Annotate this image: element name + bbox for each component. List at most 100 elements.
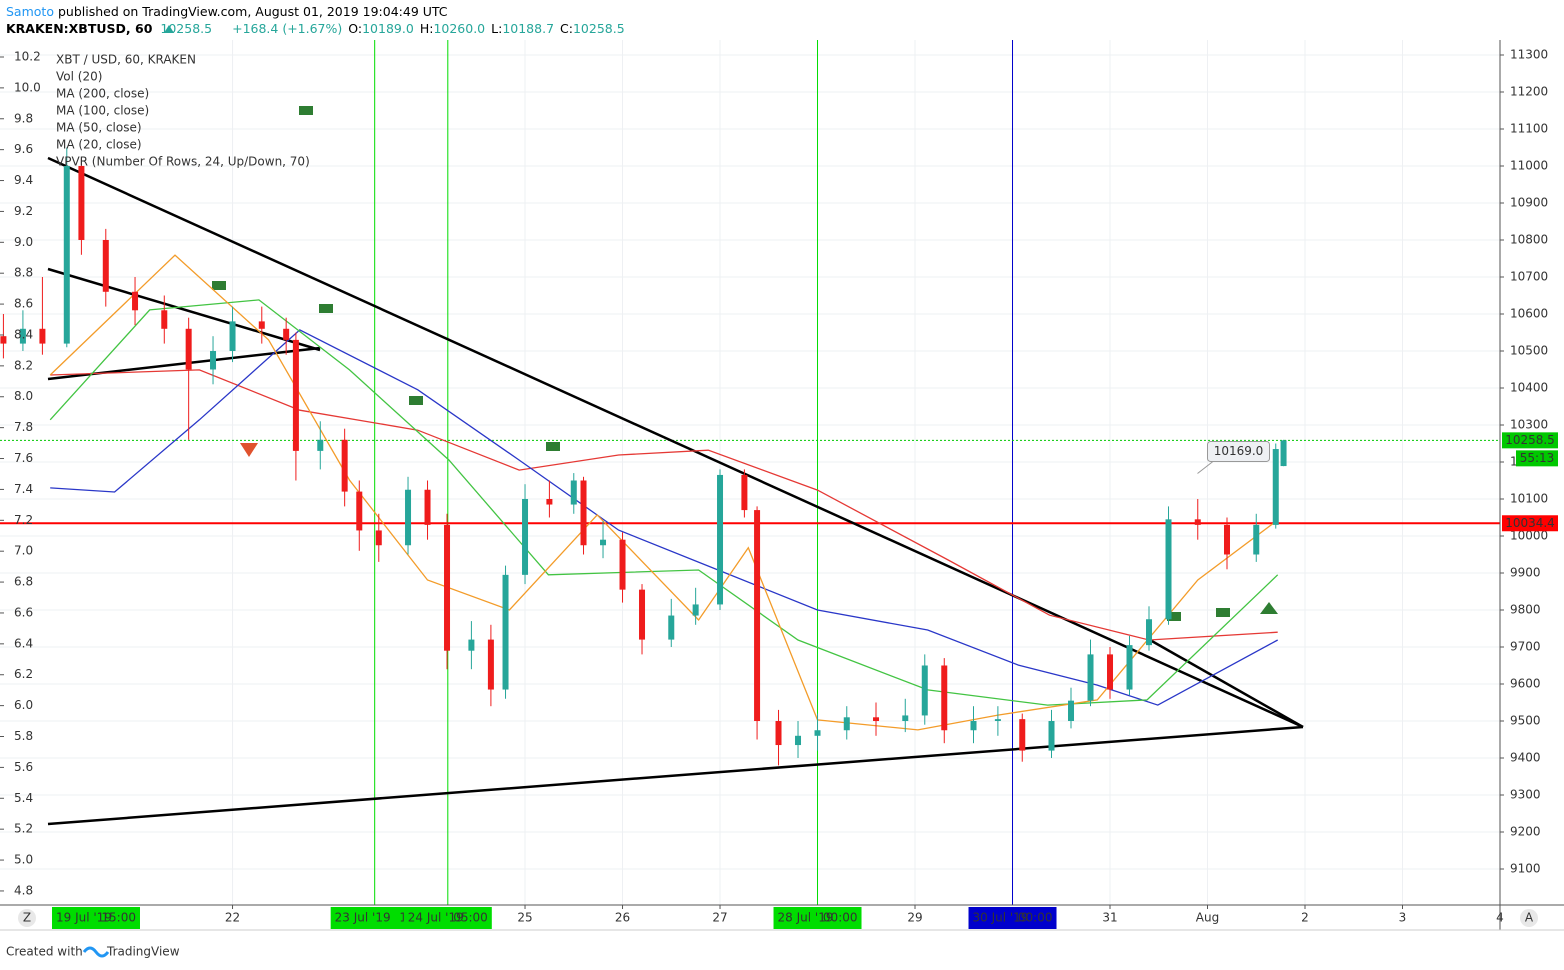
symbol: KRAKEN:XBTUSD, 60 — [6, 21, 153, 36]
candle-body — [1194, 519, 1201, 525]
flag — [409, 396, 423, 405]
footer-created: Created with — [6, 945, 83, 959]
candle-body — [921, 665, 928, 716]
candle-body — [356, 491, 363, 531]
candle-body — [341, 439, 348, 492]
y2-tick-label: 8.2 — [14, 358, 33, 372]
time-marker-date: 23 Jul '19 — [335, 911, 391, 925]
y-tick-label: 9500 — [1510, 713, 1541, 727]
candle-body — [580, 480, 587, 546]
quote-value: 10188.7 — [502, 21, 554, 36]
trend-line — [47, 267, 321, 352]
candle-body — [292, 339, 299, 451]
scale-button[interactable] — [18, 909, 36, 927]
published-line: Samoto published on TradingView.com, Augu… — [6, 4, 448, 19]
candle-body — [1253, 524, 1260, 555]
y2-tick-label: 7.6 — [14, 451, 33, 465]
y2-tick-label: 7.2 — [14, 513, 33, 527]
candle-body — [132, 291, 139, 311]
candle-body — [1280, 440, 1287, 467]
candle-body — [1165, 519, 1172, 620]
y-tick-label: 10400 — [1510, 380, 1548, 394]
sell-arrow — [240, 443, 258, 457]
y2-tick-label: 9.8 — [14, 111, 33, 125]
candle-body — [619, 539, 626, 590]
legend-vpvr: VPVR (Number Of Rows, 24, Up/Down, 70) — [56, 155, 310, 169]
candle-body — [229, 321, 236, 351]
y-tick-label: 11100 — [1510, 121, 1548, 135]
y-tick-label: 9800 — [1510, 602, 1541, 616]
footer-brand[interactable]: TradingView — [106, 945, 180, 959]
candle-body — [210, 350, 217, 370]
candle-body — [692, 604, 699, 616]
flag — [546, 442, 560, 451]
candle-body — [873, 717, 880, 721]
candle-body — [741, 474, 748, 511]
y-tick-label: 9900 — [1510, 565, 1541, 579]
y-tick-label: 10100 — [1510, 491, 1548, 505]
callout-label: 10169.0 — [1214, 444, 1264, 458]
buy-arrow — [1260, 602, 1278, 614]
ma-line — [50, 369, 1278, 641]
y2-tick-label: 9.2 — [14, 204, 33, 218]
auto-button[interactable] — [1520, 909, 1538, 927]
candle-body — [1087, 654, 1094, 701]
y2-tick-label: 8.4 — [14, 327, 33, 341]
callout-box — [1207, 440, 1271, 462]
candle-body — [405, 489, 412, 546]
y2-tick-label: 5.4 — [14, 791, 33, 805]
time-marker-time: 05:00 — [453, 911, 488, 925]
y2-tick-label: 8.0 — [14, 389, 33, 403]
y-tick-label: 9300 — [1510, 787, 1541, 801]
flag — [299, 106, 313, 115]
quote-label: L: — [491, 21, 502, 36]
candle-body — [487, 639, 494, 690]
trend-line — [47, 156, 1304, 729]
candle-body — [78, 165, 85, 240]
y2-tick-label: 7.8 — [14, 420, 33, 434]
candle-body — [717, 474, 724, 605]
y-tick-label: 11200 — [1510, 84, 1548, 98]
y2-tick-label: 7.0 — [14, 544, 33, 558]
candle-body — [0, 336, 7, 344]
time-marker-box — [330, 907, 419, 929]
candle-body — [502, 574, 509, 690]
last-price: 10258.5 — [160, 21, 212, 36]
author[interactable]: Samoto — [6, 4, 54, 19]
y2-tick-label: 10.0 — [14, 80, 41, 94]
legend-volume: Vol (20) — [56, 70, 102, 84]
y-tick-label: 11000 — [1510, 158, 1548, 172]
time-marker-date: 19 Jul '19 — [56, 911, 112, 925]
y-tick-label: 10000 — [1510, 528, 1548, 542]
quote-line: KRAKEN:XBTUSD, 60 10258.5 +168.4 (+1.67%) O… — [6, 21, 625, 36]
scale-button-label[interactable]: Z — [23, 911, 31, 925]
y2-tick-label: 10.2 — [14, 49, 41, 63]
candle-body — [843, 717, 850, 731]
x-tick-label: 22 — [225, 911, 240, 925]
candle-body — [1272, 449, 1279, 525]
candle-body — [775, 720, 782, 746]
candle-body — [1068, 700, 1075, 721]
auto-button-label[interactable]: A — [1525, 911, 1534, 925]
legend-ma: MA (200, close) — [56, 87, 149, 101]
x-tick-label: 29 — [907, 911, 922, 925]
quote-value: 10260.0 — [433, 21, 485, 36]
y2-tick-label: 9.4 — [14, 173, 33, 187]
time-marker-date: 24 Jul '19 — [408, 911, 464, 925]
candle-body — [468, 639, 475, 651]
axes: 9100 9200 9300 9400 9500 9600 9700 9800 9900 1000… — [0, 47, 1558, 929]
legend-ma: MA (100, close) — [56, 104, 149, 118]
x-tick-label: 27 — [712, 911, 727, 925]
y-tick-label: 9200 — [1510, 824, 1541, 838]
flag — [319, 304, 333, 313]
candle-body — [546, 498, 553, 505]
candle-body — [522, 498, 529, 575]
legend-symbol: XBT / USD, 60, KRAKEN — [56, 53, 196, 67]
y-tick-label: 10800 — [1510, 232, 1548, 246]
price-label: 10258.5 — [1505, 433, 1555, 447]
candle-body — [161, 310, 168, 329]
x-tick-label: 4 — [1496, 911, 1504, 925]
candle-body — [902, 715, 909, 721]
candle-body — [600, 539, 607, 546]
